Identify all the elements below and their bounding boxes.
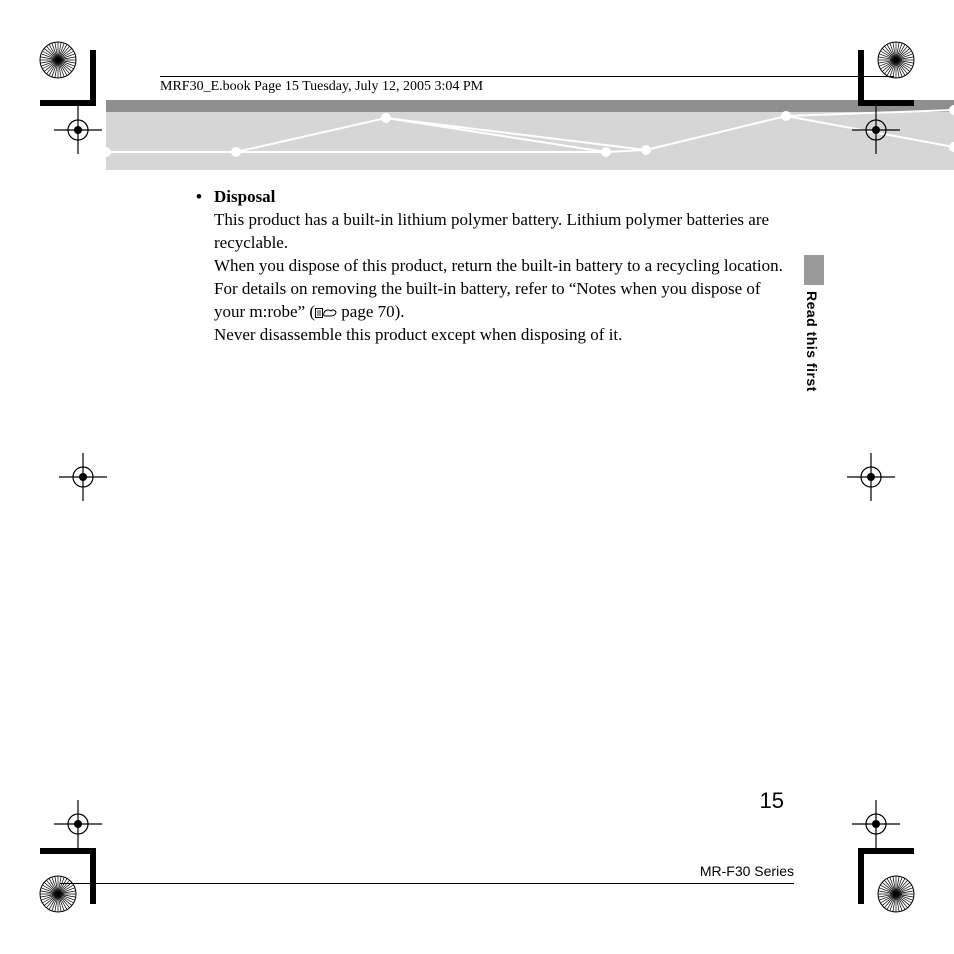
section-tab-cap [804, 255, 824, 285]
page-number: 15 [760, 788, 784, 814]
registration-mark-right [846, 452, 896, 502]
page-ref-icon [315, 302, 337, 321]
header-filename-line: MRF30_E.book Page 15 Tuesday, July 12, 2… [160, 76, 894, 103]
crop-mark-bottom-left [30, 794, 150, 914]
bullet-title: Disposal [214, 186, 275, 209]
crop-mark-top-right [804, 40, 924, 160]
header-filename-text: MRF30_E.book Page 15 Tuesday, July 12, 2… [160, 79, 483, 94]
footer-series-text: MR-F30 Series [700, 863, 794, 879]
section-tab: Read this first [804, 255, 824, 392]
page-root: MRF30_E.book Page 15 Tuesday, July 12, 2… [0, 0, 954, 954]
bullet-body: This product has a built-in lithium poly… [214, 209, 792, 347]
footer-line: MR-F30 Series [60, 863, 794, 884]
paragraph-3: Never disassemble this product except wh… [214, 325, 622, 344]
section-tab-label: Read this first [804, 291, 820, 392]
bullet-row: • Disposal [196, 186, 792, 209]
crop-mark-top-left [30, 40, 150, 160]
content-block: • Disposal This product has a built-in l… [196, 186, 792, 347]
bullet-dot: • [196, 186, 214, 209]
paragraph-1: This product has a built-in lithium poly… [214, 210, 769, 252]
paragraph-2-ref: page 70). [337, 302, 405, 321]
registration-mark-left [58, 452, 108, 502]
paragraph-2a: When you dispose of this product, return… [214, 256, 783, 321]
crop-mark-bottom-right [804, 794, 924, 914]
